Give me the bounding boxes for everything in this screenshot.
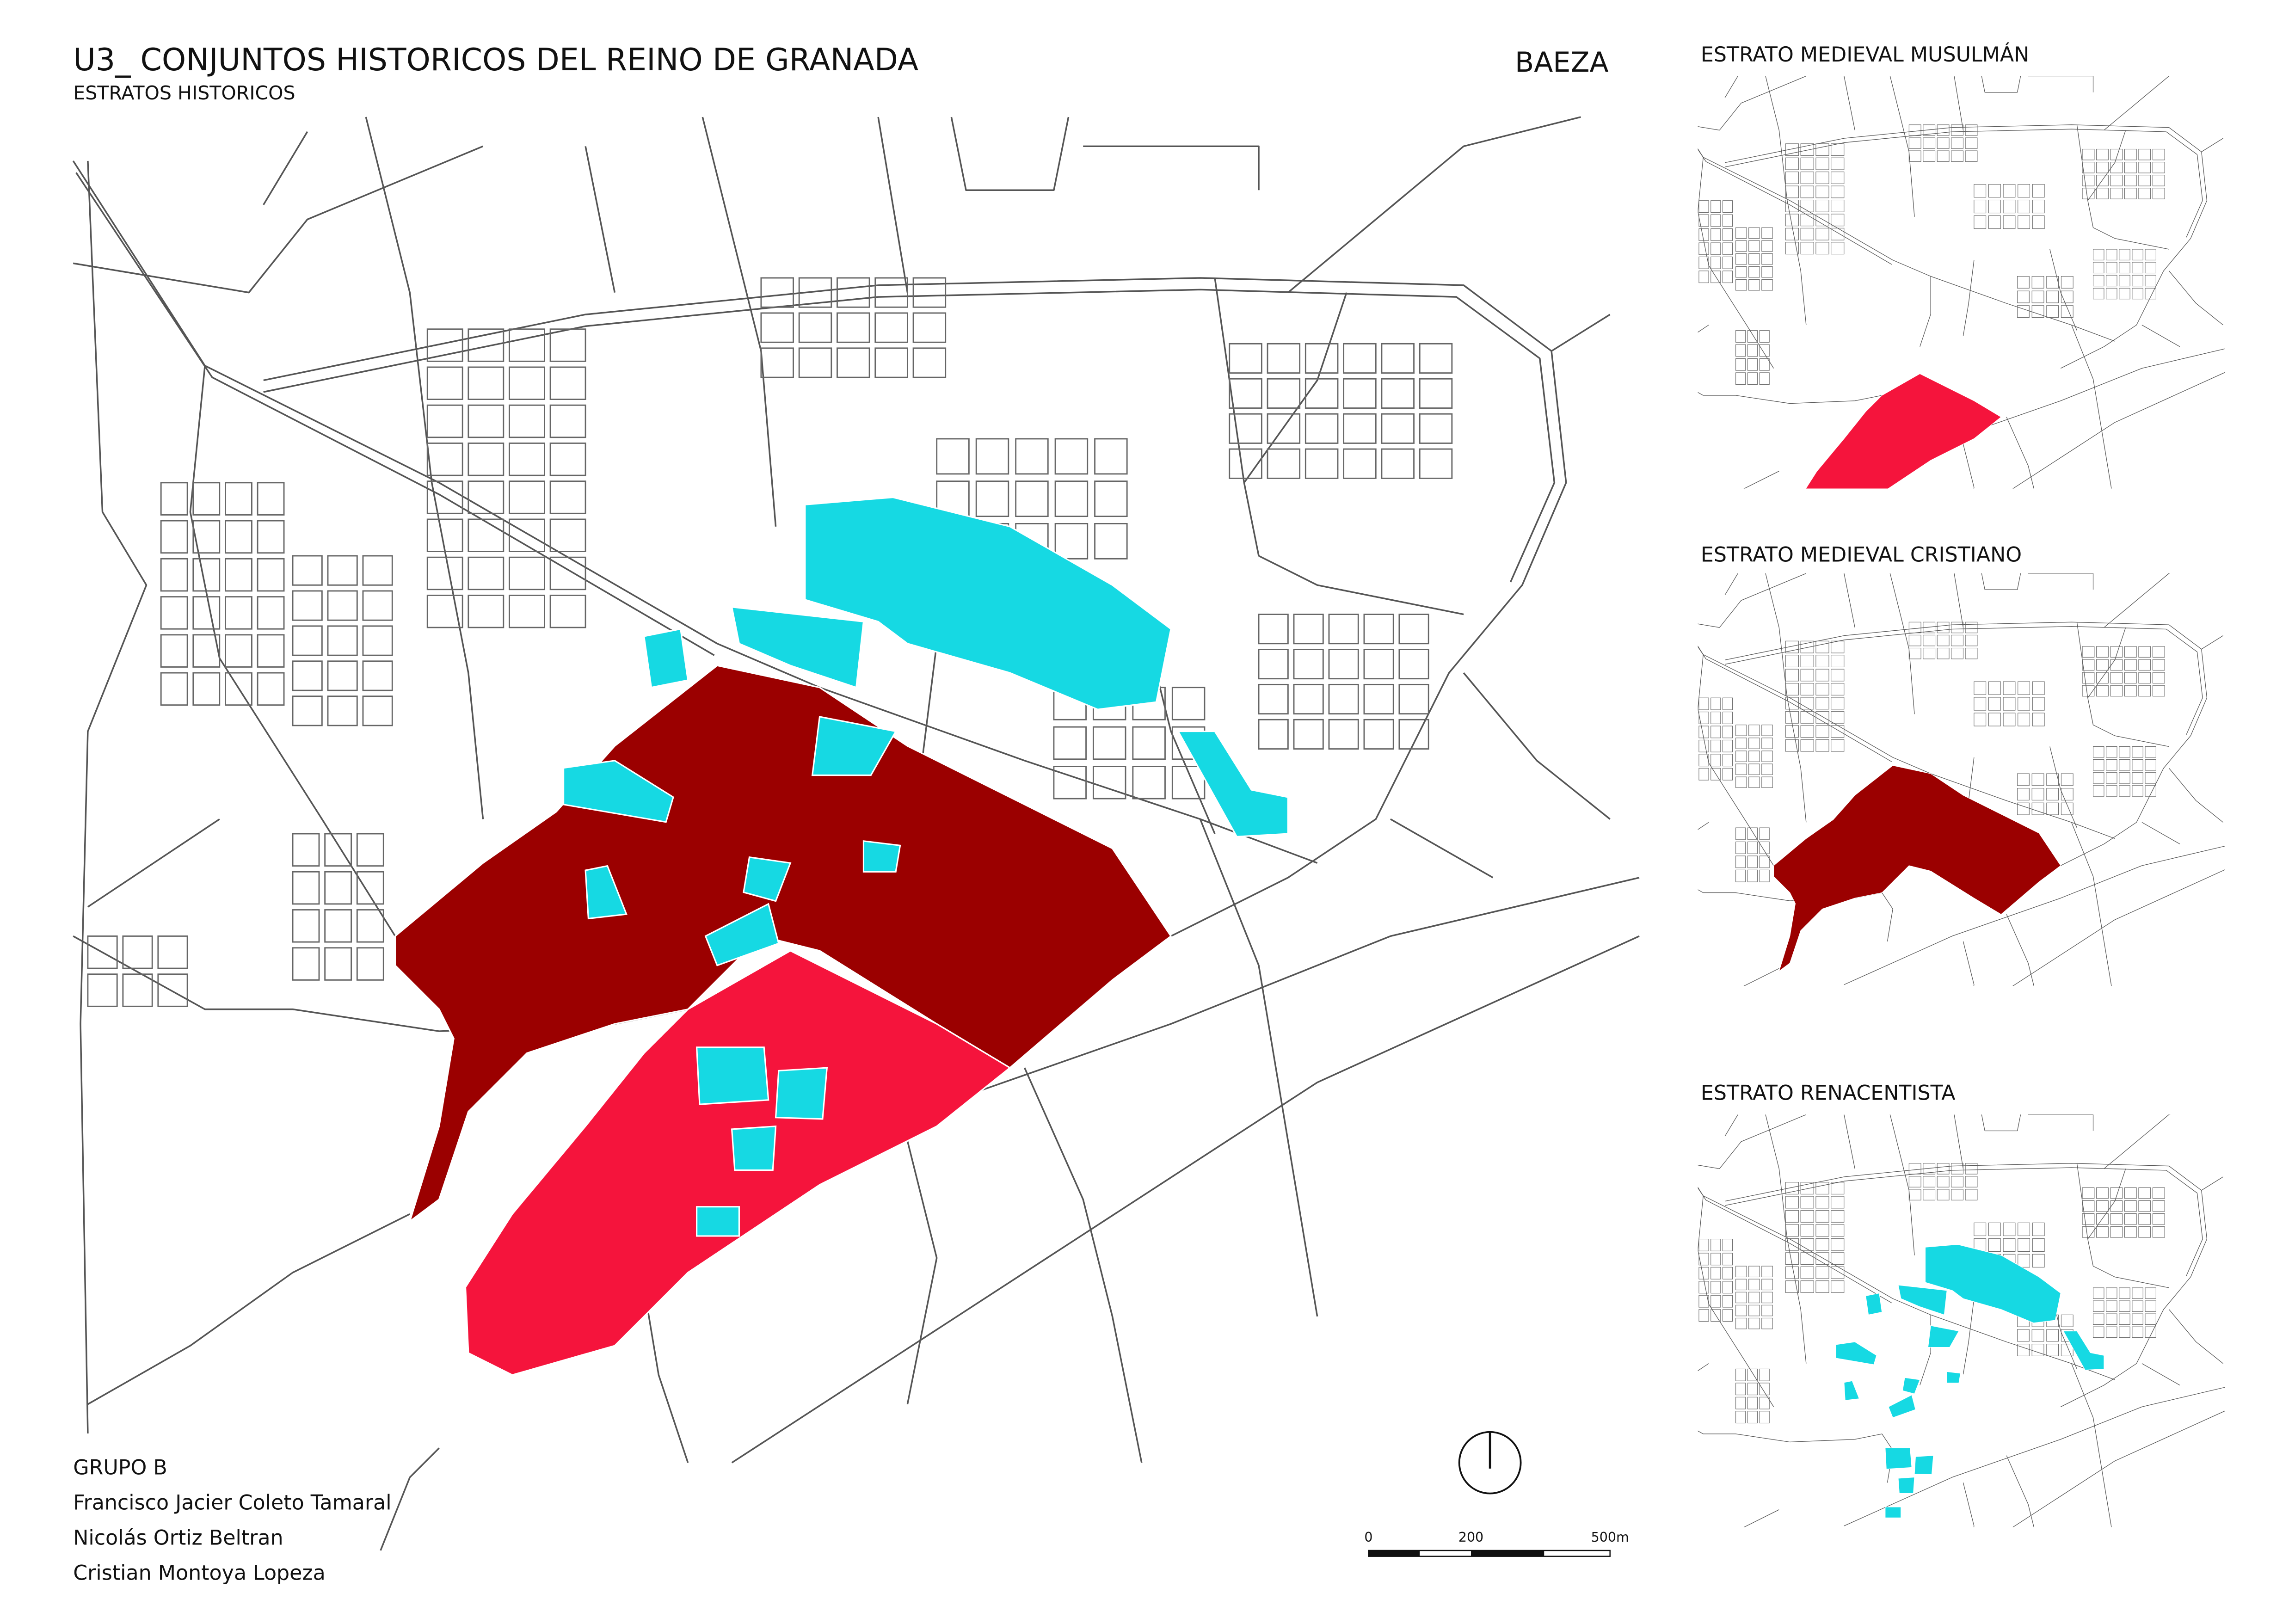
scale-label: 0 <box>1364 1530 1372 1545</box>
panel-map <box>1698 1114 2225 1527</box>
panel-map <box>1698 76 2225 489</box>
group: GRUPO B <box>73 1456 167 1480</box>
scale-label: 500m <box>1591 1530 1629 1545</box>
place: BAEZA <box>1515 46 1609 79</box>
panel-map <box>1698 573 2225 986</box>
member: Cristian Montoya Lopeza <box>73 1561 326 1585</box>
scale-label: 200 <box>1458 1530 1483 1545</box>
member: Nicolás Ortiz Beltran <box>73 1526 283 1550</box>
title: U3_ CONJUNTOS HISTORICOS DEL REINO DE GR… <box>73 42 918 78</box>
panel-title: ESTRATO RENACENTISTA <box>1701 1082 1956 1105</box>
north-arrow <box>1458 1431 1522 1495</box>
panel-title: ESTRATO MEDIEVAL MUSULMÁN <box>1701 42 2029 67</box>
main-map <box>72 116 1640 1551</box>
scale-bar: 0 200 500m <box>1364 1530 1629 1557</box>
panel-title: ESTRATO MEDIEVAL CRISTIANO <box>1701 543 2022 567</box>
subtitle: ESTRATOS HISTORICOS <box>73 82 295 104</box>
member: Francisco Jacier Coleto Tamaral <box>73 1491 391 1514</box>
